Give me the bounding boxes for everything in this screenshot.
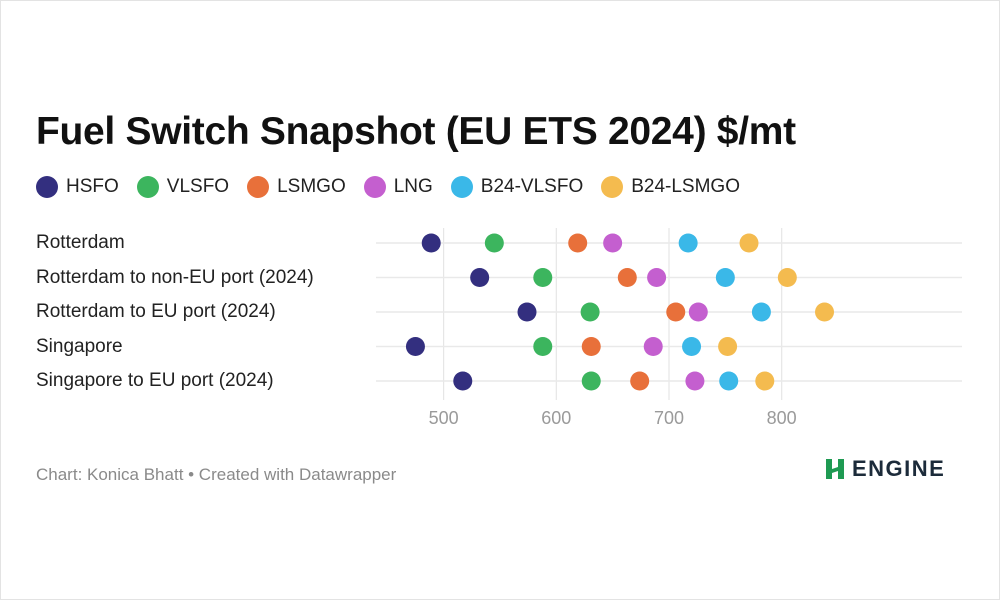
- legend-label: B24-LSMGO: [631, 176, 740, 197]
- legend-swatch: [601, 176, 624, 198]
- dot-vlsfo: [533, 337, 553, 356]
- legend-swatch: [363, 176, 386, 198]
- legend-item-b24-vlsfo: B24-VLSFO: [450, 176, 584, 198]
- dot-lng: [647, 268, 667, 287]
- x-tick-label: 600: [541, 408, 571, 428]
- x-tick-label: 700: [654, 408, 684, 428]
- dot-hsfo: [470, 268, 490, 287]
- row-label: Rotterdam to EU port (2024): [36, 301, 276, 322]
- dot-vlsfo: [484, 233, 504, 253]
- dot-b24-lsmgo: [777, 268, 797, 287]
- legend-label: VLSFO: [166, 176, 230, 197]
- dot-lng: [685, 371, 705, 391]
- engine-logo: ENGINE: [824, 456, 945, 482]
- dot-b24-lsmgo: [739, 233, 759, 253]
- dot-hsfo: [517, 302, 537, 322]
- legend-item-hsfo: HSFO: [36, 176, 119, 198]
- dot-vlsfo: [580, 302, 600, 322]
- legend-swatch: [450, 176, 473, 198]
- legend-label: LNG: [393, 176, 433, 197]
- dot-vlsfo: [581, 371, 601, 391]
- dot-lng: [643, 337, 663, 356]
- legend-item-b24-lsmgo: B24-LSMGO: [601, 176, 740, 198]
- dot-b24-vlsfo: [678, 233, 698, 253]
- dot-b24-vlsfo: [715, 268, 735, 287]
- x-tick-label: 800: [767, 408, 797, 428]
- dot-b24-lsmgo: [755, 371, 775, 391]
- dot-lsmgo: [630, 371, 650, 391]
- dot-b24-vlsfo: [682, 337, 702, 356]
- legend-swatch: [247, 176, 270, 198]
- chart-title: Fuel Switch Snapshot (EU ETS 2024) $/mt: [36, 110, 796, 153]
- dot-b24-vlsfo: [719, 371, 739, 391]
- dot-vlsfo: [533, 268, 553, 287]
- legend-item-lng: LNG: [363, 176, 433, 198]
- dot-lsmgo: [617, 268, 637, 287]
- dot-lsmgo: [666, 302, 686, 322]
- legend-item-lsmgo: LSMGO: [247, 176, 346, 198]
- legend-swatch: [136, 176, 159, 198]
- dot-lsmgo: [568, 233, 588, 253]
- legend-item-vlsfo: VLSFO: [136, 176, 230, 198]
- legend-label: HSFO: [66, 176, 119, 197]
- dot-lng: [688, 302, 708, 322]
- legend-swatch: [36, 176, 58, 198]
- chart-credit: Chart: Konica Bhatt • Created with Dataw…: [36, 465, 397, 484]
- row-label: Rotterdam: [36, 232, 125, 253]
- row-labels: Rotterdam Rotterdam to non-EU port (2024)…: [36, 226, 314, 399]
- dot-b24-lsmgo: [718, 337, 738, 356]
- engine-logo-icon: [826, 459, 844, 479]
- chart-legend: HSFO VLSFO LSMGO LNG B24-VLSFO B24-LSMGO: [36, 176, 758, 198]
- dot-b24-vlsfo: [751, 302, 771, 322]
- dot-b24-lsmgo: [815, 302, 835, 322]
- x-tick-label: 500: [429, 408, 459, 428]
- brand-name: ENGINE: [852, 456, 946, 481]
- dot-hsfo: [405, 337, 425, 356]
- row-label: Rotterdam to non-EU port (2024): [36, 266, 314, 288]
- row-label: Singapore to EU port (2024): [36, 370, 274, 391]
- legend-label: LSMGO: [277, 176, 346, 197]
- row-label: Singapore: [36, 335, 123, 357]
- dot-hsfo: [453, 371, 473, 391]
- legend-label: B24-VLSFO: [480, 176, 584, 197]
- dot-lsmgo: [581, 337, 601, 356]
- dot-hsfo: [421, 233, 441, 253]
- dot-lng: [603, 233, 623, 253]
